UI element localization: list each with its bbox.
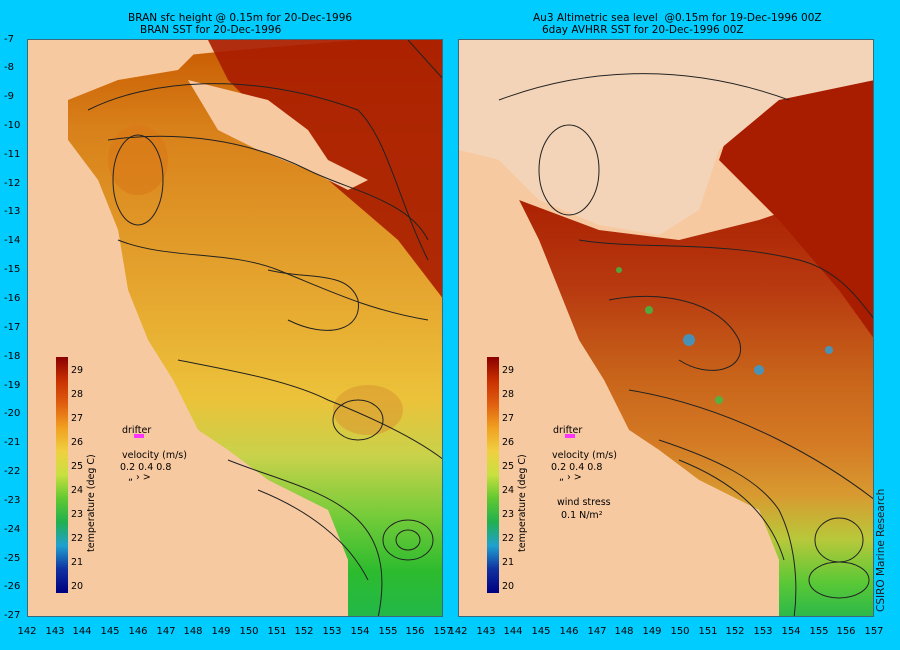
x-tick: 150 <box>670 626 690 637</box>
x-tick: 153 <box>753 626 773 637</box>
x-tick: 149 <box>211 626 231 637</box>
x-tick: 150 <box>239 626 259 637</box>
x-tick: 156 <box>836 626 856 637</box>
colorbar-label: 23 <box>502 509 515 520</box>
x-tick: 154 <box>781 626 801 637</box>
x-tick: 154 <box>350 626 370 637</box>
left-title-line1: BRAN sfc height @ 0.15m for 20-Dec-1996 <box>128 12 353 24</box>
x-tick: 144 <box>503 626 523 637</box>
right-title-line1: Au3 Altimetric sea level @0.15m for 19-D… <box>533 12 822 24</box>
y-tick: -15 <box>4 264 21 275</box>
x-tick: 147 <box>587 626 607 637</box>
colorbar-gradient <box>487 357 499 593</box>
left-title-line2: BRAN SST for 20-Dec-1996 <box>140 24 282 36</box>
colorbar-title: temperature (deg C) <box>517 454 528 552</box>
y-tick: -11 <box>4 149 21 160</box>
y-tick: -9 <box>4 91 14 102</box>
drifter-label: drifter <box>553 425 583 436</box>
x-tick: 148 <box>614 626 634 637</box>
x-tick: 156 <box>405 626 425 637</box>
colorbar-label: 29 <box>502 365 515 376</box>
left-map-graphic <box>28 40 442 616</box>
left-map-panel <box>27 39 443 617</box>
y-tick: -17 <box>4 322 21 333</box>
y-tick: -24 <box>4 524 21 535</box>
colorbar-label: 27 <box>71 413 84 424</box>
right-map-panel <box>458 39 874 617</box>
x-tick: 152 <box>725 626 745 637</box>
wind-stress-value: 0.1 N/m² <box>561 510 603 521</box>
velocity-title: velocity (m/s) <box>552 450 617 461</box>
x-tick: 148 <box>183 626 203 637</box>
drifter-marker <box>134 434 144 438</box>
right-title-line2: 6day AVHRR SST for 20-Dec-1996 00Z <box>542 24 744 36</box>
y-tick: -25 <box>4 553 21 564</box>
y-tick: -16 <box>4 293 21 304</box>
y-tick: -8 <box>4 62 14 73</box>
x-tick: 142 <box>17 626 37 637</box>
x-tick: 153 <box>322 626 342 637</box>
colorbar-title: temperature (deg C) <box>86 454 97 552</box>
y-tick: -7 <box>4 34 14 45</box>
credit-label: CSIRO Marine Research <box>875 488 887 612</box>
colorbar-label: 21 <box>502 557 515 568</box>
colorbar-label: 26 <box>502 437 515 448</box>
x-tick: 146 <box>128 626 148 637</box>
colorbar-label: 20 <box>502 581 515 592</box>
colorbar-label: 29 <box>71 365 84 376</box>
y-tick: -22 <box>4 466 21 477</box>
colorbar-label: 23 <box>71 509 84 520</box>
x-tick: 155 <box>809 626 829 637</box>
right-map-graphic <box>459 40 873 616</box>
y-tick: -20 <box>4 408 21 419</box>
x-tick: 145 <box>100 626 120 637</box>
x-tick: 145 <box>531 626 551 637</box>
x-tick: 157 <box>433 626 453 637</box>
colorbar-label: 25 <box>502 461 515 472</box>
y-tick: -14 <box>4 235 21 246</box>
colorbar-gradient <box>56 357 68 593</box>
x-tick: 149 <box>642 626 662 637</box>
y-tick: -10 <box>4 120 21 131</box>
x-tick: 142 <box>448 626 468 637</box>
colorbar-label: 27 <box>502 413 515 424</box>
x-tick: 157 <box>864 626 884 637</box>
colorbar-label: 25 <box>71 461 84 472</box>
y-tick: -19 <box>4 380 21 391</box>
colorbar-label: 24 <box>502 485 515 496</box>
velocity-arrows: „ › > <box>128 472 151 483</box>
x-tick: 155 <box>378 626 398 637</box>
velocity-values: 0.2 0.4 0.8 <box>120 462 172 473</box>
y-tick: -27 <box>4 610 21 621</box>
y-tick: -23 <box>4 495 21 506</box>
colorbar-label: 28 <box>71 389 84 400</box>
colorbar-label: 20 <box>71 581 84 592</box>
x-tick: 147 <box>156 626 176 637</box>
y-tick: -21 <box>4 437 21 448</box>
drifter-label: drifter <box>122 425 152 436</box>
x-tick: 143 <box>476 626 496 637</box>
wind-stress-title: wind stress <box>557 497 611 508</box>
colorbar-label: 21 <box>71 557 84 568</box>
colorbar-label: 28 <box>502 389 515 400</box>
x-tick: 144 <box>72 626 92 637</box>
velocity-values: 0.2 0.4 0.8 <box>551 462 603 473</box>
x-tick: 143 <box>45 626 65 637</box>
x-tick: 146 <box>559 626 579 637</box>
y-tick: -26 <box>4 581 21 592</box>
y-tick: -18 <box>4 351 21 362</box>
colorbar-label: 26 <box>71 437 84 448</box>
y-tick: -13 <box>4 206 21 217</box>
velocity-arrows: „ › > <box>559 472 582 483</box>
colorbar-label: 24 <box>71 485 84 496</box>
drifter-marker <box>565 434 575 438</box>
velocity-title: velocity (m/s) <box>122 450 187 461</box>
x-tick: 152 <box>294 626 314 637</box>
x-tick: 151 <box>267 626 287 637</box>
colorbar-label: 22 <box>502 533 515 544</box>
colorbar-label: 22 <box>71 533 84 544</box>
x-tick: 151 <box>698 626 718 637</box>
y-tick: -12 <box>4 178 21 189</box>
